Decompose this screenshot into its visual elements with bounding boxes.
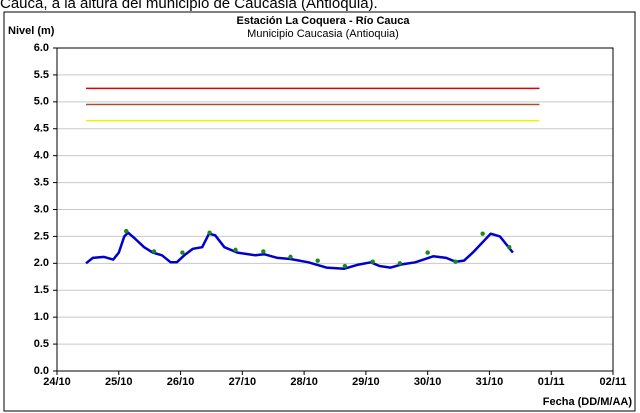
caption: Cauca, a la altura del municipio de Cauc… <box>0 0 378 12</box>
level-line <box>85 231 514 270</box>
marker <box>151 249 157 254</box>
y-tick-label: 2.5 <box>34 230 49 242</box>
marker <box>480 231 485 236</box>
marker <box>233 247 238 253</box>
x-tick-label: 27/10 <box>229 376 257 388</box>
y-tick-label: 4.0 <box>34 150 49 162</box>
marker <box>453 259 458 264</box>
y-tick-label: 0.0 <box>34 365 49 377</box>
y-tick-label: 1.5 <box>34 284 49 296</box>
marker <box>507 244 512 250</box>
x-tick-label: 24/10 <box>43 376 71 388</box>
chart-subtitle: Municipio Caucasia (Antioquia) <box>247 28 399 40</box>
y-tick-label: 0.5 <box>34 338 49 350</box>
x-tick-label: 28/10 <box>290 376 318 388</box>
marker <box>123 228 129 234</box>
x-tick-label: 01/11 <box>538 376 565 388</box>
marker <box>425 250 430 255</box>
x-tick-label: 26/10 <box>167 376 195 388</box>
marker <box>261 249 266 254</box>
x-tick-label: 30/10 <box>414 376 442 388</box>
marker <box>180 250 185 255</box>
x-tick-label: 25/10 <box>105 376 133 388</box>
y-axis-label: Nivel (m) <box>8 25 55 37</box>
y-tick-label: 3.5 <box>34 176 49 188</box>
y-tick-label: 5.5 <box>34 69 49 81</box>
plot-area <box>56 47 614 372</box>
y-tick-label: 2.0 <box>34 257 49 269</box>
y-tick-label: 4.5 <box>34 123 49 135</box>
x-axis-label: Fecha (DD/M/AA) <box>543 396 633 408</box>
x-tick-label: 29/10 <box>352 376 380 388</box>
x-tick-label: 31/10 <box>476 376 504 388</box>
marker <box>288 254 293 260</box>
y-tick-label: 5.0 <box>34 96 49 108</box>
chart-title: Estación La Coquera - Río Cauca <box>237 15 411 27</box>
marker <box>207 230 212 235</box>
marker <box>315 258 320 263</box>
marker <box>342 263 348 269</box>
marker <box>397 261 403 266</box>
y-tick-label: 1.0 <box>34 311 49 323</box>
y-tick-label: 3.0 <box>34 203 49 215</box>
marker <box>370 259 375 264</box>
y-tick-label: 6.0 <box>34 42 49 54</box>
chart-frame <box>3 11 636 412</box>
x-tick-label: 02/11 <box>600 376 627 388</box>
